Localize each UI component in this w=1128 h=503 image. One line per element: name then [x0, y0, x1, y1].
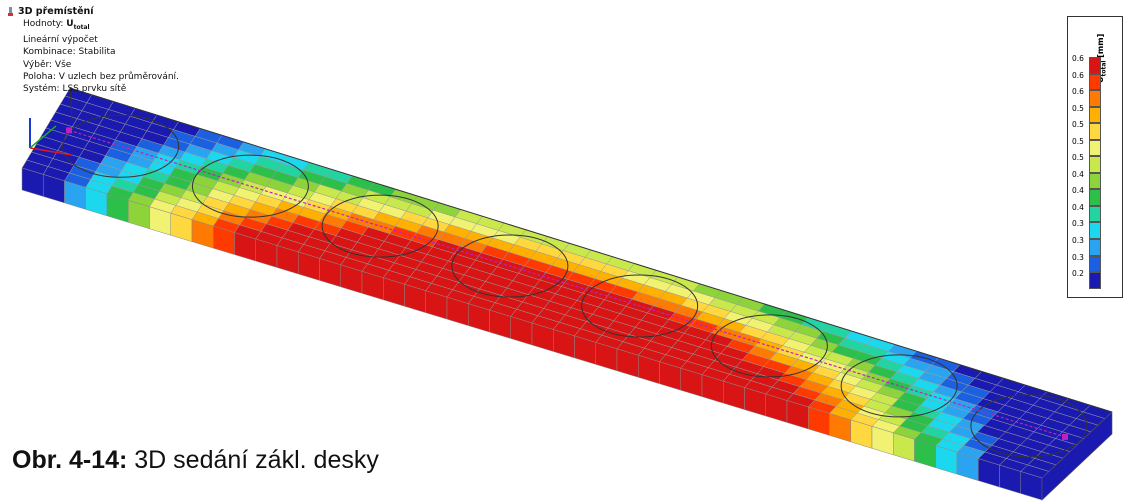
- caption-text: 3D sedání zákl. desky: [127, 446, 379, 474]
- node-marker: [1062, 433, 1069, 440]
- result-info-panel: 3D přemístění Hodnoty: Utotal Lineární v…: [8, 6, 179, 95]
- pile-circles: [62, 114, 1088, 458]
- legend-value: 0.3: [1072, 219, 1084, 229]
- result-title-text: 3D přemístění: [18, 6, 94, 17]
- info-row-selection: Výběr: Vše: [23, 59, 72, 70]
- legend-swatch: [1089, 156, 1101, 173]
- info-row-location: Poloha: V uzlech bez průměrování.: [23, 71, 179, 82]
- color-scale-legend: Utotal [mm] 0.60.60.60.50.50.50.50.40.40…: [1067, 16, 1123, 298]
- info-row-analysis: Lineární výpočet: [23, 35, 98, 46]
- legend-value: 0.2: [1072, 269, 1084, 279]
- pin-icon[interactable]: [8, 7, 14, 17]
- slab-end-face: [1041, 411, 1113, 501]
- pile-circle: [191, 154, 309, 218]
- slab-outline: [69, 87, 1113, 413]
- legend-swatch: [1089, 57, 1101, 74]
- legend-swatch: [1089, 239, 1101, 256]
- legend-value: 0.5: [1072, 120, 1084, 130]
- pile-circle: [581, 274, 699, 338]
- pile-circle: [970, 394, 1088, 458]
- info-row-system: Systém: LSS prvku sítě: [23, 84, 127, 95]
- legend-value: 0.5: [1072, 103, 1084, 113]
- legend-value: 0.6: [1072, 54, 1084, 63]
- legend-color-bar: [1089, 57, 1101, 289]
- pile-circle: [840, 354, 958, 418]
- legend-swatch: [1089, 205, 1101, 223]
- legend-value: 0.3: [1072, 252, 1084, 262]
- legend-swatch: [1089, 222, 1101, 240]
- legend-values: 0.6 0.6 0.6 0.5 0.5 0.5 0.5 0.4 0.4 0.4 0.3 0.3 0.3 0…: [1072, 54, 1084, 286]
- figure-caption: Obr. 4-14: 3D sedání zákl. desky: [12, 446, 379, 475]
- legend-swatch: [1089, 255, 1101, 273]
- legend-value: 0.4: [1072, 186, 1084, 196]
- legend-swatch: [1089, 172, 1101, 190]
- pile-circle: [451, 234, 569, 298]
- foundation-slab-mesh: [21, 87, 1113, 501]
- legend-value: 0.4: [1072, 202, 1084, 212]
- result-title: 3D přemístění: [8, 6, 179, 18]
- beam-centerline: [68, 129, 1066, 438]
- legend-value: 0.6: [1072, 70, 1084, 80]
- legend-value: 0.6: [1072, 87, 1084, 97]
- legend-swatch: [1089, 106, 1101, 124]
- legend-value: 0.5: [1072, 153, 1084, 163]
- info-row-combination: Kombinace: Stabilita: [23, 47, 116, 58]
- slab-outline: [69, 87, 73, 121]
- legend-swatch: [1089, 189, 1101, 206]
- legend-swatch: [1089, 139, 1101, 157]
- legend-swatch: [1089, 73, 1101, 91]
- info-row-values: Hodnoty: Utotal: [23, 19, 90, 31]
- legend-value: 0.3: [1072, 236, 1084, 246]
- caption-label: Obr. 4-14:: [12, 446, 128, 474]
- legend-swatch: [1089, 123, 1101, 140]
- legend-value: 0.4: [1072, 169, 1084, 179]
- node-marker: [66, 127, 73, 134]
- pile-circle: [710, 314, 828, 378]
- pile-circle: [321, 194, 439, 258]
- legend-swatch: [1089, 272, 1101, 289]
- pile-circle: [62, 114, 180, 178]
- coordinate-axis-icon: [29, 118, 73, 156]
- legend-value: 0.5: [1072, 136, 1084, 146]
- legend-swatch: [1089, 90, 1101, 107]
